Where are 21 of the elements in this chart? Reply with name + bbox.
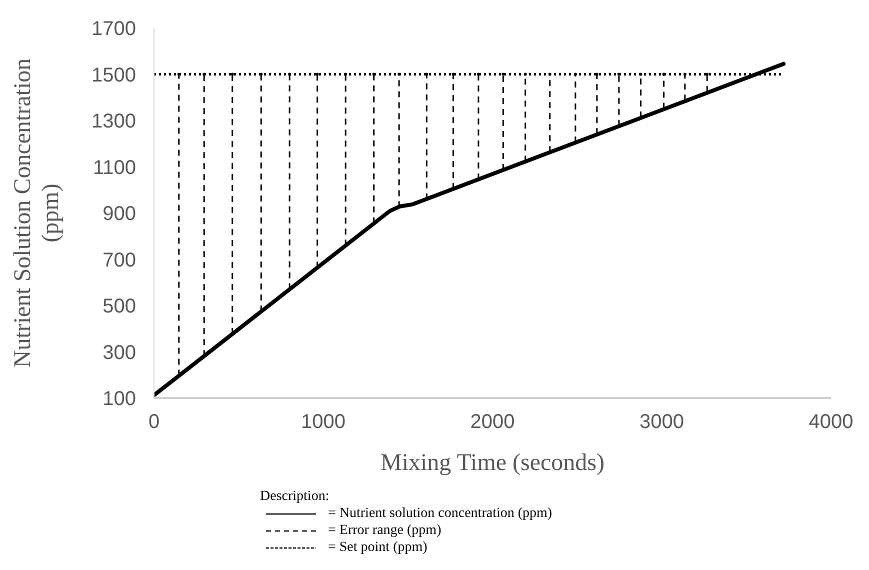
y-tick-label: 300: [102, 342, 136, 364]
x-tick-label: 3000: [640, 411, 684, 434]
y-tick-label: 500: [102, 296, 136, 318]
legend-label: = Error range (ppm): [328, 522, 442, 539]
y-tick-label: 100: [102, 388, 136, 410]
x-tick-label: 0: [148, 411, 160, 434]
y-tick-label: 1500: [92, 64, 136, 86]
y-tick-label: 1700: [92, 18, 136, 40]
legend-label: = Nutrient solution concentration (ppm): [328, 505, 552, 522]
y-tick-label: 1100: [92, 156, 136, 179]
x-tick-label: 4000: [808, 411, 854, 434]
y-tick-label: 900: [102, 203, 136, 226]
y-axis-title: Nutrient Solution Concentration (ppm): [10, 58, 64, 368]
legend-title: Description:: [260, 488, 330, 505]
x-tick-label: 1000: [301, 411, 346, 434]
line-series: [154, 62, 786, 398]
y-tick-label: 700: [102, 249, 136, 272]
y-tick-label: 1300: [92, 110, 136, 133]
x-axis-title: Mixing Time (seconds): [380, 450, 605, 476]
legend-label: = Set point (ppm): [328, 539, 428, 556]
x-tick-label: 2000: [470, 411, 515, 434]
